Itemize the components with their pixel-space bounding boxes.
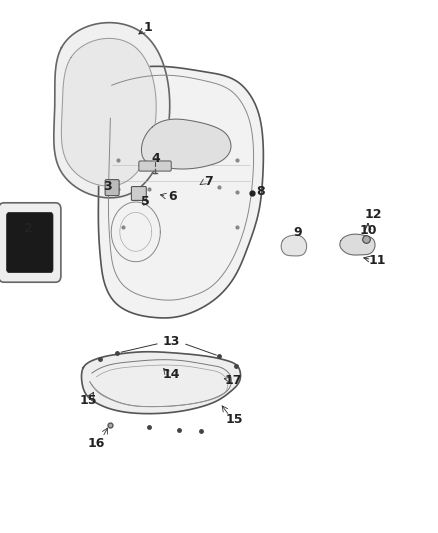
FancyBboxPatch shape: [131, 187, 146, 200]
Polygon shape: [340, 234, 375, 255]
Text: 13: 13: [163, 335, 180, 348]
FancyBboxPatch shape: [139, 161, 171, 171]
Text: 1: 1: [144, 21, 152, 34]
Text: 16: 16: [88, 437, 105, 450]
Text: 3: 3: [103, 180, 112, 193]
Polygon shape: [61, 38, 156, 186]
Polygon shape: [54, 22, 170, 198]
Polygon shape: [81, 352, 240, 414]
Polygon shape: [99, 66, 263, 318]
Text: 4: 4: [152, 152, 160, 165]
Text: 17: 17: [224, 374, 242, 386]
Text: 6: 6: [168, 190, 177, 203]
Polygon shape: [141, 119, 231, 169]
Text: 15: 15: [226, 413, 243, 426]
FancyBboxPatch shape: [105, 180, 119, 196]
Text: 14: 14: [163, 368, 180, 381]
FancyBboxPatch shape: [7, 212, 53, 272]
Text: 11: 11: [369, 254, 386, 267]
Text: 7: 7: [204, 175, 212, 188]
Text: 12: 12: [364, 208, 382, 221]
Text: 15: 15: [80, 394, 97, 407]
Text: 8: 8: [256, 185, 265, 198]
Text: 10: 10: [359, 224, 377, 237]
Text: 5: 5: [141, 195, 150, 208]
Polygon shape: [281, 235, 307, 256]
Text: 2: 2: [24, 222, 33, 235]
Text: 9: 9: [293, 226, 302, 239]
FancyBboxPatch shape: [0, 203, 61, 282]
